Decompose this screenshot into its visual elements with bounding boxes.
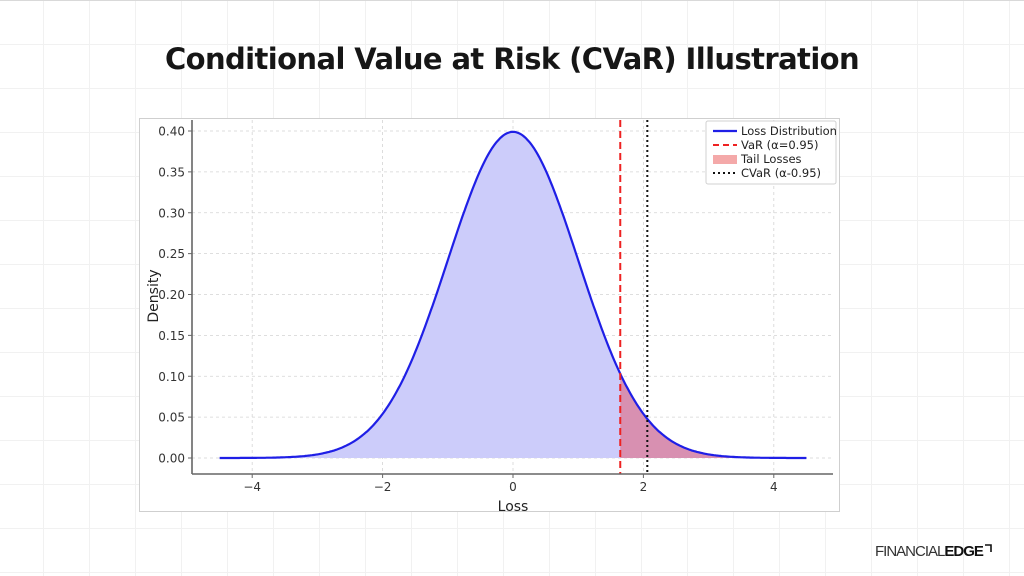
logo-corner-icon <box>984 544 992 552</box>
y-axis-label: Density <box>146 269 162 322</box>
y-axis-ticks: 0.00 0.05 0.10 0.15 0.20 0.25 0.30 0.35 0.40 <box>158 125 192 466</box>
tail-losses-fill-area <box>620 373 807 458</box>
x-tick-label: 2 <box>640 480 648 494</box>
y-tick-label: 0.35 <box>158 165 185 179</box>
financial-edge-logo: FINANCIALEDGE <box>875 543 992 560</box>
distribution-fill-area <box>219 131 807 458</box>
y-tick-label: 0.05 <box>158 411 185 425</box>
x-axis-label: Loss <box>498 499 529 515</box>
x-tick-label: 4 <box>770 480 778 494</box>
y-tick-label: 0.30 <box>158 206 185 220</box>
legend-item-label: Loss Distribution <box>741 124 837 138</box>
page-title: Conditional Value at Risk (CVaR) Illustr… <box>164 42 860 76</box>
legend-item-label: Tail Losses <box>740 152 802 166</box>
x-tick-label: −4 <box>243 480 261 494</box>
y-tick-label: 0.10 <box>158 370 185 384</box>
x-tick-label: 0 <box>509 480 517 494</box>
legend-item-label: VaR (α=0.95) <box>741 138 818 152</box>
x-tick-label: −2 <box>374 480 392 494</box>
legend-item-label: CVaR (α-0.95) <box>741 166 821 180</box>
loss-distribution-curve <box>219 130 807 460</box>
y-tick-label: 0.15 <box>158 329 185 343</box>
x-axis-ticks: −4 −2 0 2 4 <box>243 474 778 494</box>
y-tick-label: 0.20 <box>158 288 185 302</box>
logo-text-light: FINANCIAL <box>875 543 945 560</box>
y-tick-label: 0.00 <box>158 452 185 466</box>
logo-text-bold: EDGE <box>944 543 984 560</box>
top-border <box>0 0 1024 1</box>
y-tick-label: 0.25 <box>158 247 185 261</box>
y-tick-label: 0.40 <box>158 125 185 139</box>
